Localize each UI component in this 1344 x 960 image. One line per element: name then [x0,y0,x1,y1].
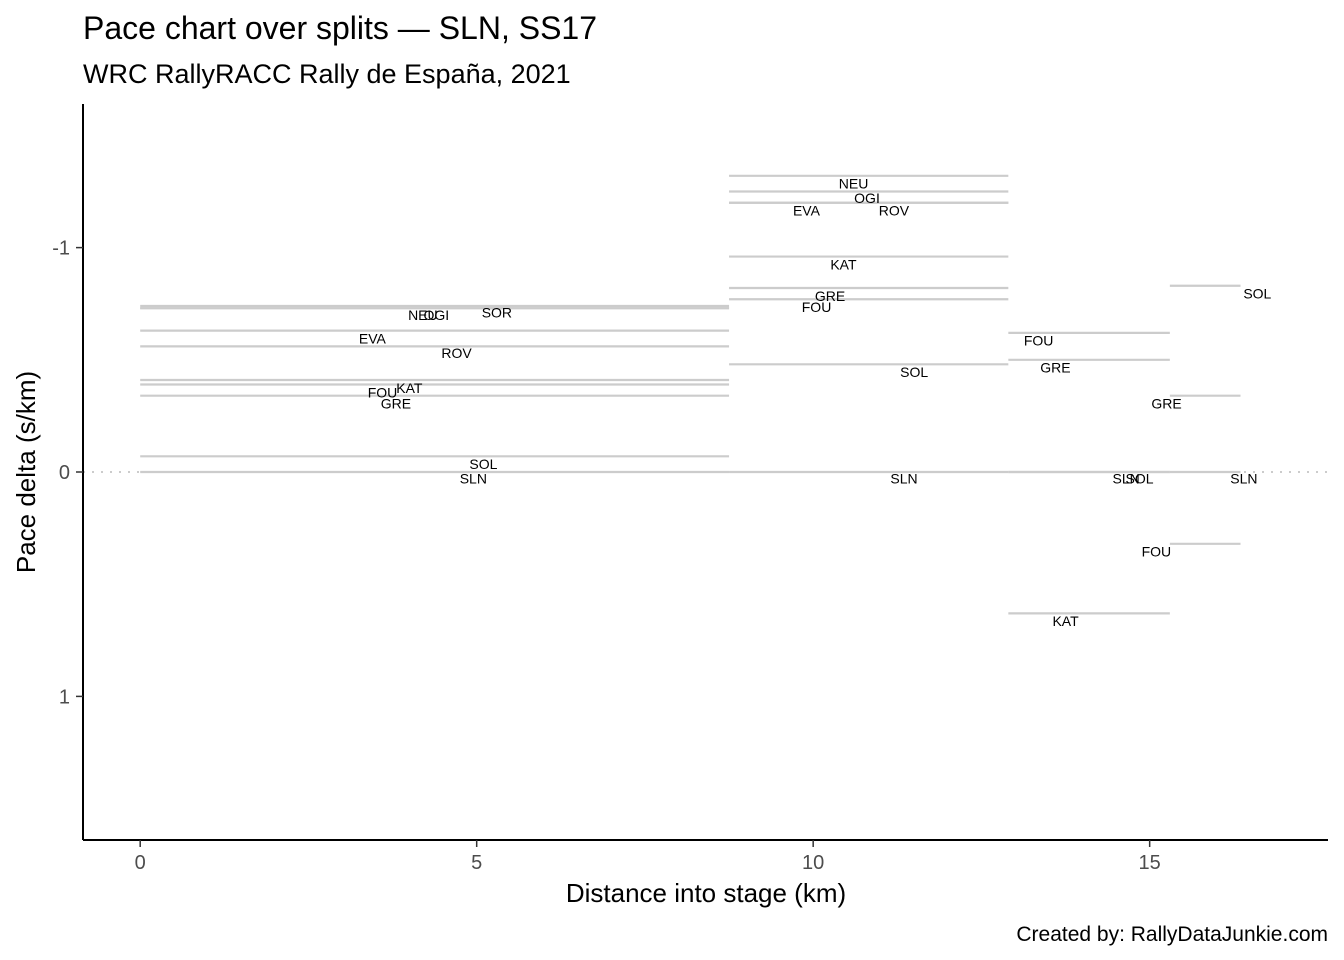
segment-label-kat: KAT [1052,613,1079,629]
segment-label-sln: SLN [890,471,917,487]
segment-label-ogi: OGI [854,190,880,206]
x-ticks-layer: 0 5 10 15 [135,840,1161,874]
segment-label-fou: FOU [1024,333,1054,349]
segment-label-sln: SLN [1230,471,1257,487]
y-tick-label: 1 [59,686,70,708]
segment-label-kat: KAT [830,256,857,272]
segments-layer [140,174,1241,615]
segment-label-sol: SOL [469,456,497,472]
segment-label-gre: GRE [1151,396,1181,412]
y-tick-label: -1 [52,238,70,260]
segment-label-gre: GRE [381,396,411,412]
segment-label-neu: NEU [408,307,438,323]
segment-label-fou: FOU [368,384,398,400]
segment-label-sln: SLN [1112,471,1139,487]
x-tick-label: 10 [802,852,824,874]
segment-label-gre: GRE [815,288,845,304]
x-tick-label: 15 [1139,852,1161,874]
segment-label-sol: SOL [1243,286,1271,302]
segment-label-ogi: OGI [423,307,449,323]
segment-label-eva: EVA [793,203,821,219]
chart-caption: Created by: RallyDataJunkie.com [1016,923,1328,946]
chart-subtitle: WRC RallyRACC Rally de España, 2021 [83,59,571,89]
segment-label-sol: SOL [900,364,928,380]
segment-label-sln: SLN [460,471,487,487]
segment-label-sor: SOR [482,305,512,321]
segment-label-kat: KAT [396,380,423,396]
x-tick-label: 0 [135,852,146,874]
x-axis-title: Distance into stage (km) [566,878,846,908]
segment-label-fou: FOU [802,299,832,315]
segment-label-gre: GRE [1040,360,1070,376]
segment-label-fou: FOU [1142,544,1172,560]
segment-label-rov: ROV [441,345,472,361]
y-axis-title: Pace delta (s/km) [11,371,41,573]
segment-label-rov: ROV [879,203,910,219]
y-ticks-layer: -1 0 1 [52,238,83,708]
y-tick-label: 0 [59,462,70,484]
segment-label-neu: NEU [839,176,869,192]
x-tick-label: 5 [471,852,482,874]
segment-label-sol: SOL [1126,471,1154,487]
chart-title: Pace chart over splits — SLN, SS17 [83,10,597,46]
segment-label-eva: EVA [359,330,387,346]
